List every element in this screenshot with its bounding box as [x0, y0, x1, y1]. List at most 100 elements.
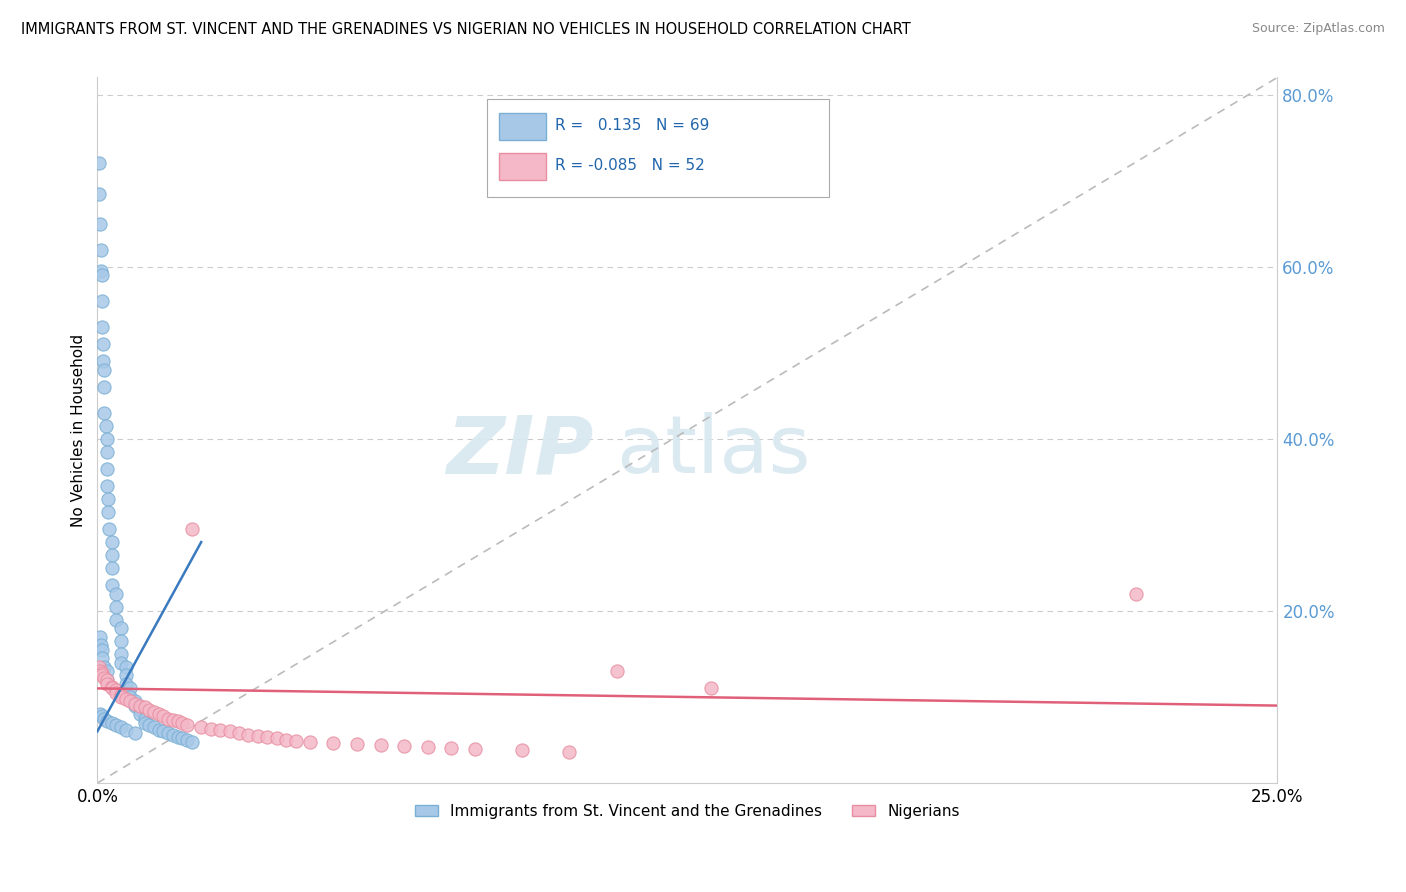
Text: IMMIGRANTS FROM ST. VINCENT AND THE GRENADINES VS NIGERIAN NO VEHICLES IN HOUSEH: IMMIGRANTS FROM ST. VINCENT AND THE GREN… — [21, 22, 911, 37]
Point — [114, 660, 136, 674]
Point — [284, 734, 307, 748]
Point — [105, 683, 128, 698]
Point — [238, 728, 260, 742]
Point — [246, 729, 269, 743]
Point — [93, 406, 115, 420]
Point — [166, 714, 188, 728]
Point — [148, 723, 170, 737]
Point — [416, 739, 439, 754]
Point — [100, 680, 122, 694]
Text: R =   0.135   N = 69: R = 0.135 N = 69 — [555, 118, 710, 133]
Point — [120, 690, 142, 704]
Point — [100, 578, 122, 592]
Point — [114, 723, 136, 737]
Point — [138, 717, 160, 731]
Point — [138, 703, 160, 717]
Point — [93, 363, 115, 377]
Point — [1125, 587, 1147, 601]
FancyBboxPatch shape — [486, 99, 830, 197]
Point — [96, 677, 118, 691]
Bar — [499, 153, 546, 180]
Point — [200, 722, 222, 736]
Point — [110, 720, 132, 734]
Point — [162, 713, 184, 727]
Text: R = -0.085   N = 52: R = -0.085 N = 52 — [555, 158, 704, 173]
Point — [96, 444, 118, 458]
Point — [105, 613, 128, 627]
Point — [120, 681, 142, 696]
Point — [91, 651, 114, 665]
Point — [89, 630, 111, 644]
Point — [87, 660, 110, 674]
Point — [100, 715, 122, 730]
Point — [96, 673, 118, 687]
Point — [105, 717, 128, 731]
Point — [110, 688, 132, 702]
Point — [100, 561, 122, 575]
Text: atlas: atlas — [617, 412, 811, 491]
Point — [440, 740, 463, 755]
Point — [180, 522, 202, 536]
Point — [152, 709, 174, 723]
Point — [120, 694, 142, 708]
Point — [105, 587, 128, 601]
Point — [152, 724, 174, 739]
Point — [134, 700, 156, 714]
Point — [276, 733, 298, 747]
Point — [157, 711, 180, 725]
Legend: Immigrants from St. Vincent and the Grenadines, Nigerians: Immigrants from St. Vincent and the Gren… — [409, 797, 966, 825]
Point — [96, 714, 118, 728]
Point — [89, 217, 111, 231]
Point — [110, 634, 132, 648]
Point — [124, 698, 146, 713]
Point — [162, 728, 184, 742]
Point — [298, 735, 321, 749]
Text: ZIP: ZIP — [446, 412, 593, 491]
Point — [176, 733, 198, 747]
Text: Source: ZipAtlas.com: Source: ZipAtlas.com — [1251, 22, 1385, 36]
Point — [143, 706, 166, 720]
Point — [110, 656, 132, 670]
Point — [89, 707, 111, 722]
Point — [166, 730, 188, 744]
Point — [266, 731, 288, 746]
Point — [100, 681, 122, 696]
Point — [134, 711, 156, 725]
Point — [91, 668, 114, 682]
Point — [218, 724, 240, 739]
Point — [176, 717, 198, 731]
Point — [93, 711, 115, 725]
Point — [91, 709, 114, 723]
Point — [134, 715, 156, 730]
Point — [96, 462, 118, 476]
Bar — [499, 112, 546, 139]
Point — [148, 707, 170, 722]
Point — [346, 737, 368, 751]
Point — [124, 726, 146, 740]
Point — [93, 380, 115, 394]
Point — [91, 337, 114, 351]
Point — [172, 731, 194, 746]
Point — [98, 522, 121, 536]
Point — [143, 720, 166, 734]
Point — [91, 665, 114, 680]
Y-axis label: No Vehicles in Household: No Vehicles in Household — [72, 334, 86, 527]
Point — [180, 735, 202, 749]
Point — [100, 548, 122, 562]
Point — [392, 739, 415, 753]
Point — [124, 694, 146, 708]
Point — [105, 599, 128, 614]
Point — [90, 639, 112, 653]
Point — [128, 698, 150, 713]
Point — [124, 697, 146, 711]
Point — [110, 647, 132, 661]
Point — [110, 621, 132, 635]
Point — [110, 690, 132, 704]
Point — [96, 432, 118, 446]
Point — [91, 268, 114, 283]
Point — [172, 715, 194, 730]
Point — [209, 723, 232, 737]
Point — [96, 664, 118, 678]
Point — [96, 479, 118, 493]
Point — [97, 505, 120, 519]
